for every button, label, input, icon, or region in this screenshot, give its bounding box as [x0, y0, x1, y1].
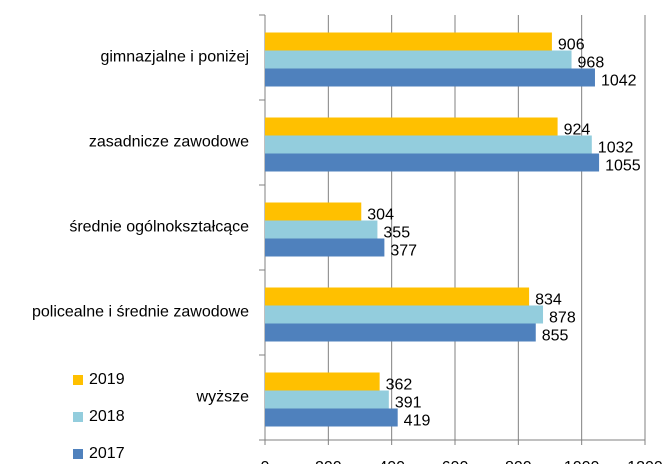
value-label: 834 — [535, 292, 562, 309]
bar — [265, 372, 380, 391]
value-label: 968 — [578, 55, 605, 72]
value-label: 855 — [542, 328, 569, 345]
value-label: 391 — [395, 395, 422, 412]
bar — [265, 323, 536, 342]
bar — [265, 202, 362, 221]
legend-swatch — [73, 449, 83, 459]
bar — [265, 32, 552, 51]
x-tick-label: 1000 — [564, 459, 600, 464]
bar — [265, 238, 385, 257]
y-tick-label: średnie ogólnokształcące — [69, 219, 249, 236]
bar — [265, 50, 572, 69]
value-label: 878 — [549, 310, 576, 327]
x-tick-label: 800 — [505, 459, 532, 464]
legend-label: 2019 — [89, 371, 125, 388]
x-tick-label: 600 — [442, 459, 469, 464]
value-label: 377 — [390, 243, 417, 260]
value-label: 906 — [558, 37, 585, 54]
value-label: 304 — [367, 207, 394, 224]
bar — [265, 220, 378, 239]
x-tick-label: 0 — [261, 459, 270, 464]
value-label: 1055 — [605, 158, 641, 175]
value-label: 419 — [404, 413, 431, 430]
x-tick-label: 1200 — [627, 459, 663, 464]
y-tick-label: zasadnicze zawodowe — [89, 134, 249, 151]
value-label: 1042 — [601, 73, 637, 90]
value-label: 1032 — [598, 140, 634, 157]
x-tick-label: 200 — [315, 459, 342, 464]
bar — [265, 305, 544, 324]
legend-label: 2018 — [89, 408, 125, 425]
bar — [265, 117, 558, 136]
x-tick-label: 400 — [378, 459, 405, 464]
value-label: 924 — [564, 122, 591, 139]
legend-swatch — [73, 375, 83, 385]
legend-label: 2017 — [89, 445, 125, 462]
bar — [265, 408, 398, 427]
y-tick-label: wyższe — [196, 389, 250, 406]
y-tick-label: policealne i średnie zawodowe — [32, 304, 249, 321]
value-label: 362 — [386, 377, 413, 394]
y-tick-label: gimnazjalne i poniżej — [100, 49, 249, 66]
bar — [265, 153, 600, 172]
bar — [265, 68, 595, 87]
bar — [265, 287, 530, 306]
bar — [265, 135, 592, 154]
bar — [265, 390, 389, 409]
legend-swatch — [73, 412, 83, 422]
value-label: 355 — [383, 225, 410, 242]
